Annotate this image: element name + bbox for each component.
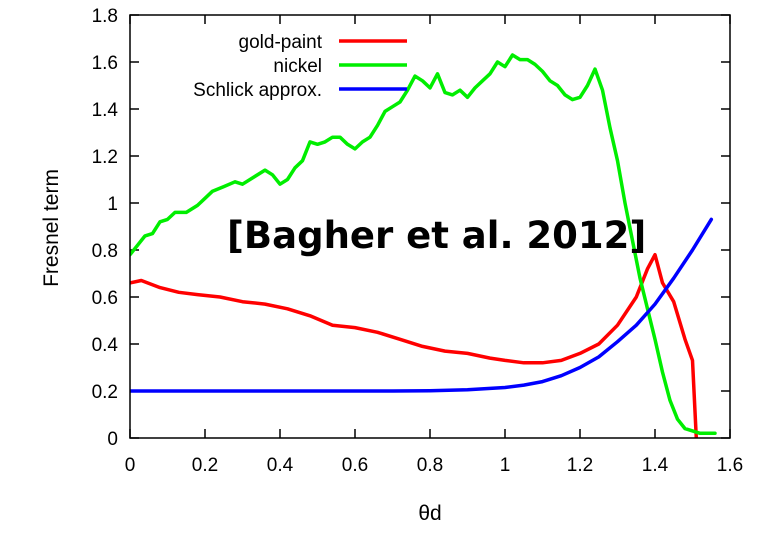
- legend-label: nickel: [273, 56, 322, 77]
- x-tick-label: 0: [125, 455, 136, 476]
- y-tick-label: 0.8: [92, 241, 118, 262]
- y-tick-label: 0.2: [92, 382, 118, 403]
- y-axis-title: Fresnel term: [40, 169, 63, 287]
- series-line-nickel: [130, 53, 717, 436]
- y-tick-label: 1.2: [92, 147, 118, 168]
- legend-label: Schlick approx.: [193, 80, 322, 101]
- series-line-gold-paint: [130, 252, 699, 438]
- y-tick-label: 1.4: [92, 100, 119, 121]
- citation-annotation: [Bagher et al. 2012]: [227, 214, 646, 257]
- series-line-schlick-approx: [130, 217, 714, 393]
- legend: gold-paint nickel Schlick approx.: [193, 32, 407, 101]
- y-tick-label: 1.8: [92, 6, 118, 27]
- y-tick-label: 0.4: [92, 335, 119, 356]
- y-tick-label: 1.6: [92, 53, 118, 74]
- x-tick-label: 1.4: [642, 455, 669, 476]
- legend-label: gold-paint: [239, 32, 323, 53]
- x-tick-label: 1: [500, 455, 511, 476]
- x-tick-label: 1.2: [567, 455, 593, 476]
- x-tick-label: 0.4: [267, 455, 294, 476]
- x-tick-label: 1.6: [717, 455, 743, 476]
- x-tick-label: 0.2: [192, 455, 218, 476]
- plot-frame: [129, 14, 731, 439]
- y-tick-label: 0.6: [92, 288, 118, 309]
- y-tick-label: 0: [107, 429, 118, 450]
- y-tick-label: 1: [107, 194, 118, 215]
- x-axis-title: θd: [418, 502, 441, 525]
- x-tick-label: 0.6: [342, 455, 368, 476]
- x-tick-label: 0.8: [417, 455, 443, 476]
